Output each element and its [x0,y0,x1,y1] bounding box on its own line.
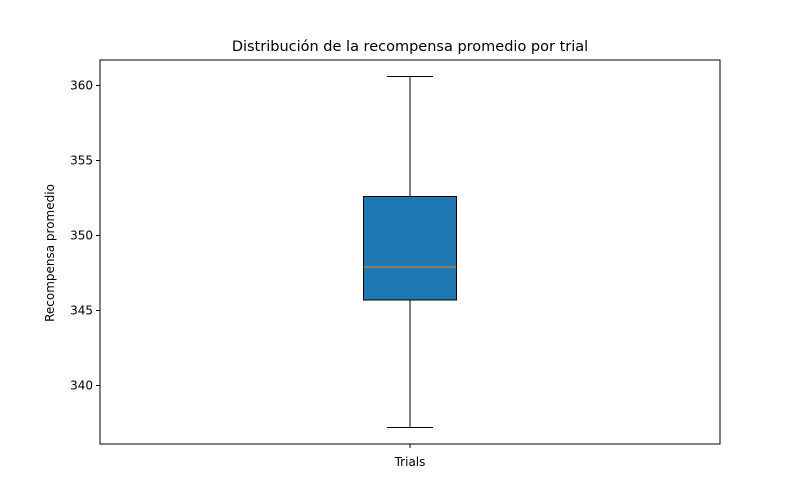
y-tick-label: 355 [70,154,93,168]
y-tick-label: 340 [70,379,93,393]
y-tick-label: 350 [70,229,93,243]
y-axis: 340 345 350 355 360 [70,79,100,393]
chart-title: Distribución de la recompensa promedio p… [232,39,588,55]
plot-frame [99,59,721,445]
y-tick-label: 360 [70,79,93,93]
y-tick-label: 345 [70,304,93,318]
box [363,196,457,301]
x-axis: Trials [394,444,426,469]
boxes [363,76,457,428]
x-tick-label: Trials [394,455,426,469]
y-axis-label: Recompensa promedio [43,184,57,322]
